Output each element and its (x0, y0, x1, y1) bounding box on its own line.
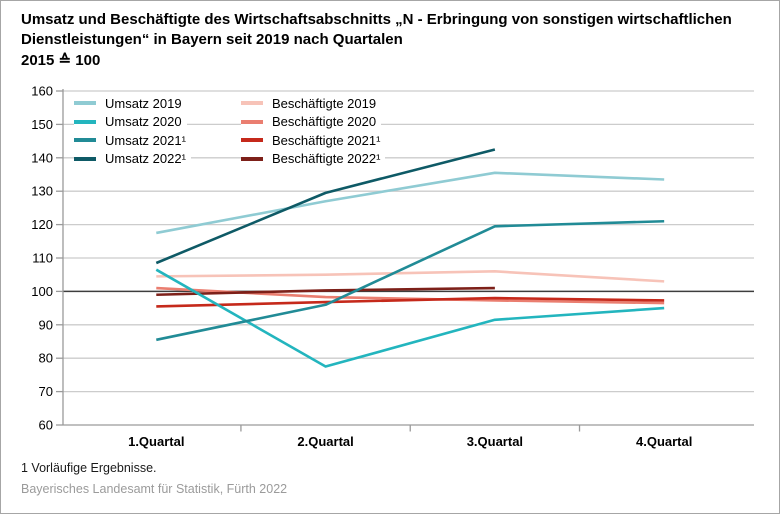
y-tick-label: 110 (32, 251, 53, 266)
legend-item: Umsatz 2019 (74, 94, 187, 112)
legend-label: Beschäftigte 2022¹ (272, 151, 381, 167)
legend: Umsatz 2019 Umsatz 2020 Umsatz 2021¹ Umsatz… (74, 94, 386, 168)
chart-title: Umsatz und Beschäftigte des Wirtschaftsa… (21, 11, 732, 48)
series-line-besch-ftigte-2021- (156, 296, 665, 308)
legend-label: Beschäftigte 2020 (272, 114, 377, 130)
legend-item: Beschäftigte 2021¹ (241, 131, 386, 149)
legend-item: Umsatz 2021¹ (74, 131, 191, 149)
legend-label: Umsatz 2022¹ (105, 151, 186, 167)
legend-item: Beschäftigte 2020 (241, 113, 382, 131)
y-tick-label: 140 (31, 150, 53, 165)
y-tick-label: 130 (31, 184, 53, 199)
legend-label: Umsatz 2019 (105, 95, 182, 111)
legend-swatch-icon (74, 119, 96, 124)
series-line-umsatz-2022- (155, 148, 496, 265)
y-tick-label: 160 (31, 84, 53, 99)
legend-label: Umsatz 2021¹ (105, 132, 186, 148)
legend-swatch-icon (241, 156, 263, 161)
chart-header: Umsatz und Beschäftigte des Wirtschaftsa… (21, 10, 736, 71)
x-tick-label: 3.Quartal (467, 434, 523, 449)
y-tick-label: 120 (31, 217, 53, 232)
y-tick-label: 100 (31, 284, 53, 299)
legend-swatch-icon (74, 138, 96, 143)
legend-label: Beschäftigte 2021¹ (272, 132, 381, 148)
chart-subtitle: 2015 ≙ 100 (21, 52, 101, 69)
source-credit: Bayerisches Landesamt für Statistik, Für… (21, 482, 288, 496)
legend-item: Beschäftigte 2019 (241, 94, 382, 112)
y-tick-label: 70 (39, 384, 53, 399)
legend-swatch-icon (241, 119, 263, 124)
legend-item: Beschäftigte 2022¹ (241, 150, 386, 168)
series-line-umsatz-2019 (156, 171, 665, 235)
legend-label: Umsatz 2020 (105, 114, 182, 130)
y-tick-label: 90 (39, 317, 53, 332)
footnote: 1 Vorläufige Ergebnisse. (21, 461, 157, 475)
legend-swatch-icon (74, 101, 96, 106)
y-tick-label: 60 (39, 418, 53, 433)
y-tick-label: 150 (31, 117, 53, 132)
x-tick-label: 4.Quartal (636, 434, 692, 449)
legend-item: Umsatz 2020 (74, 113, 187, 131)
legend-item: Umsatz 2022¹ (74, 150, 191, 168)
legend-swatch-icon (241, 138, 263, 143)
y-tick-label: 80 (39, 351, 53, 366)
series-line-umsatz-2021- (156, 219, 665, 342)
x-tick-label: 1.Quartal (128, 434, 184, 449)
series-line-besch-ftigte-2022- (156, 286, 495, 297)
x-tick-label: 2.Quartal (297, 434, 353, 449)
legend-swatch-icon (74, 156, 96, 161)
series-line-besch-ftigte-2019 (156, 270, 665, 283)
legend-label: Beschäftigte 2019 (272, 95, 377, 111)
legend-swatch-icon (241, 101, 263, 106)
series-line-umsatz-2020 (155, 268, 665, 368)
